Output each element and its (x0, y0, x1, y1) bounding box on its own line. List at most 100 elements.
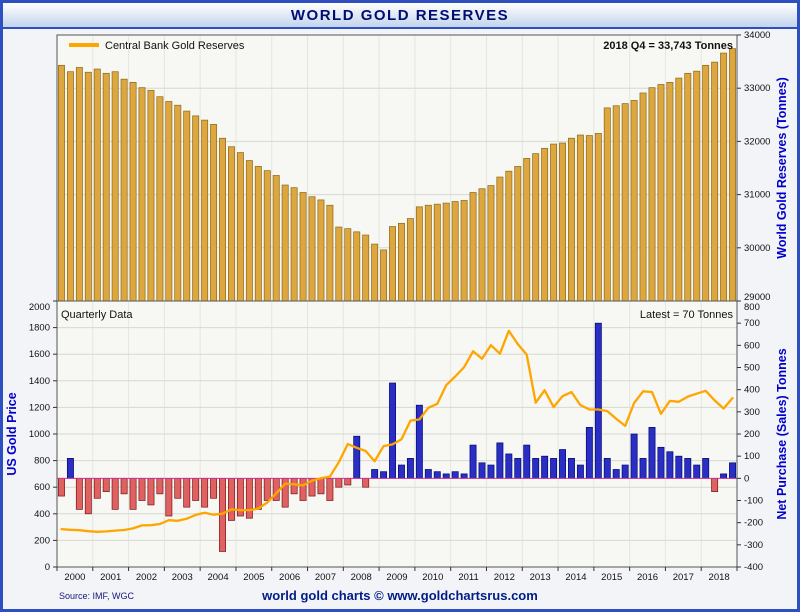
reserve-bar (219, 137, 226, 302)
source-label: Source: IMF, WGC (59, 591, 135, 601)
reserve-bar (612, 105, 620, 302)
reserve-bar (389, 226, 396, 302)
net-purchase-bar (317, 477, 325, 495)
reserve-bar (111, 71, 119, 302)
net-purchase-bar (630, 433, 638, 479)
net-purchase-bar (93, 477, 101, 499)
page-title: WORLD GOLD RESERVES (290, 6, 510, 24)
net-purchase-bar (228, 477, 235, 521)
reserve-bar (308, 196, 316, 302)
tick-label: 32000 (744, 136, 770, 147)
net-purchase-bar (210, 477, 218, 499)
net-purchase-bar (675, 455, 683, 479)
reserve-bar (406, 218, 414, 302)
gold-price-line (60, 329, 734, 533)
chart-area: 29000 30000 31000 32000 33000 34000 0 200 400 600… (3, 29, 797, 585)
reserve-bar (75, 67, 83, 302)
net-purchase-bar (102, 477, 110, 492)
net-purchase-bar (245, 477, 253, 519)
net-purchase-bar (729, 462, 736, 479)
tick-label: 800 (34, 456, 50, 467)
reserve-bar (720, 52, 728, 302)
reserve-bar (272, 175, 280, 302)
net-purchase-bar (576, 464, 584, 479)
reserve-bar (281, 184, 289, 302)
reserve-bar (729, 48, 736, 302)
net-purchase-bar (559, 449, 566, 479)
reserve-bar (102, 72, 110, 302)
reserve-bar (66, 71, 74, 302)
net-purchase-bar (514, 458, 522, 479)
reserve-bar (120, 78, 128, 302)
net-purchase-bar (693, 464, 701, 479)
net-purchase-bar (165, 477, 173, 517)
x-tick-label: 2009 (386, 572, 407, 583)
net-purchase-bar (424, 469, 432, 479)
net-purchase-bar (156, 477, 164, 495)
net-purchase-bar (335, 477, 343, 488)
x-tick-label: 2017 (673, 572, 694, 583)
reserve-bar (630, 100, 638, 302)
tick-label: 1800 (29, 323, 50, 334)
reserve-bar (174, 104, 182, 302)
reserve-bar (254, 166, 262, 302)
reserve-bar (675, 77, 683, 302)
tick-label: 0 (744, 473, 749, 484)
x-tick-label: 2011 (458, 572, 478, 583)
net-purchase-bar (684, 458, 692, 479)
tick-label: 600 (744, 340, 760, 351)
net-purchase-bar (666, 451, 674, 479)
net-purchase-bar (702, 458, 710, 479)
net-purchase-bar (111, 477, 119, 510)
quarterly-data-label: Quarterly Data (61, 309, 133, 321)
net-purchase-bar (58, 477, 65, 497)
net-purchase-bar (594, 322, 602, 479)
reserve-bar (371, 243, 379, 302)
reserve-bar (245, 160, 253, 302)
net-purchase-bar (406, 458, 414, 479)
tick-label: -400 (744, 562, 763, 573)
net-purchase-bar (568, 458, 575, 479)
reserve-bar (415, 206, 423, 302)
reserve-bar (93, 68, 101, 302)
reserve-bar (603, 107, 611, 302)
net-purchase-bar (147, 477, 155, 506)
reserve-bar (138, 87, 146, 302)
net-purchase-bar (433, 471, 441, 479)
latest-label: Latest = 70 Tonnes (640, 309, 734, 321)
tick-label: 100 (744, 451, 760, 462)
chart-footer: Source: IMF, WGC world gold charts © www… (3, 585, 797, 609)
net-purchase-bar (371, 469, 379, 479)
net-purchase-bar (344, 477, 352, 486)
tick-label: -200 (744, 518, 763, 529)
reserve-bar (576, 134, 584, 302)
net-purchase-bar (648, 427, 656, 479)
x-tick-label: 2002 (136, 572, 157, 583)
reserve-bar (693, 70, 701, 302)
tick-label: 500 (744, 363, 760, 374)
reserve-bar (201, 119, 209, 302)
reserve-bar (487, 185, 495, 302)
net-purchase-bar (711, 477, 719, 492)
x-tick-label: 2014 (565, 572, 586, 583)
tick-label: 200 (744, 429, 760, 440)
chart-header: WORLD GOLD RESERVES (3, 3, 797, 29)
reserve-bar (344, 228, 352, 302)
tick-label: 1200 (29, 402, 50, 413)
reserve-bar (684, 72, 692, 302)
net-purchase-bar (201, 477, 209, 508)
net-purchase-bar (532, 458, 540, 479)
world-gold-reserves-chart: 29000 30000 31000 32000 33000 34000 0 200 400 600… (5, 30, 789, 583)
reserve-bar (326, 204, 334, 302)
reserve-bar (290, 187, 298, 302)
tick-label: 31000 (744, 190, 770, 201)
axes-and-ticks (53, 34, 741, 571)
x-tick-label: 2010 (422, 572, 443, 583)
reserve-bar (236, 152, 244, 302)
net-purchase-bar (720, 473, 728, 479)
reserve-bar (460, 200, 468, 302)
net-purchase-bar (585, 427, 593, 479)
net-purchase-bar (380, 471, 388, 479)
reserve-bar (192, 115, 200, 302)
